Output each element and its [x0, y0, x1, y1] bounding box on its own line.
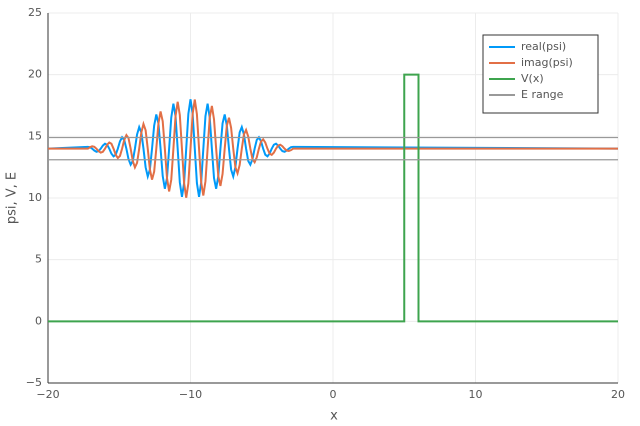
legend-label: imag(psi)	[521, 56, 573, 69]
x-tick-label: −10	[179, 388, 202, 401]
y-tick-label: 15	[28, 129, 42, 142]
y-tick-label: 20	[28, 68, 42, 81]
y-tick-label: 25	[28, 6, 42, 19]
y-axis-label: psi, V, E	[5, 172, 20, 224]
y-tick-label: −5	[26, 376, 42, 389]
legend-label: real(psi)	[521, 40, 566, 53]
y-tick-label: 10	[28, 191, 42, 204]
legend: real(psi) imag(psi) V(x) E range	[482, 34, 599, 114]
series-line	[48, 99, 618, 198]
legend-label: E range	[521, 88, 564, 101]
x-tick-label: 0	[330, 388, 337, 401]
x-axis-label: x	[330, 409, 338, 424]
x-tick-label: −20	[36, 388, 59, 401]
series-line	[48, 73, 618, 323]
legend-label: V(x)	[521, 72, 544, 85]
x-tick-label: 20	[611, 388, 625, 401]
y-tick-label: 5	[35, 253, 42, 266]
series-line	[47, 99, 619, 198]
series-line	[48, 136, 618, 161]
x-tick-label: 10	[469, 388, 483, 401]
y-tick-label: 0	[35, 314, 42, 327]
legend-box	[482, 34, 599, 114]
